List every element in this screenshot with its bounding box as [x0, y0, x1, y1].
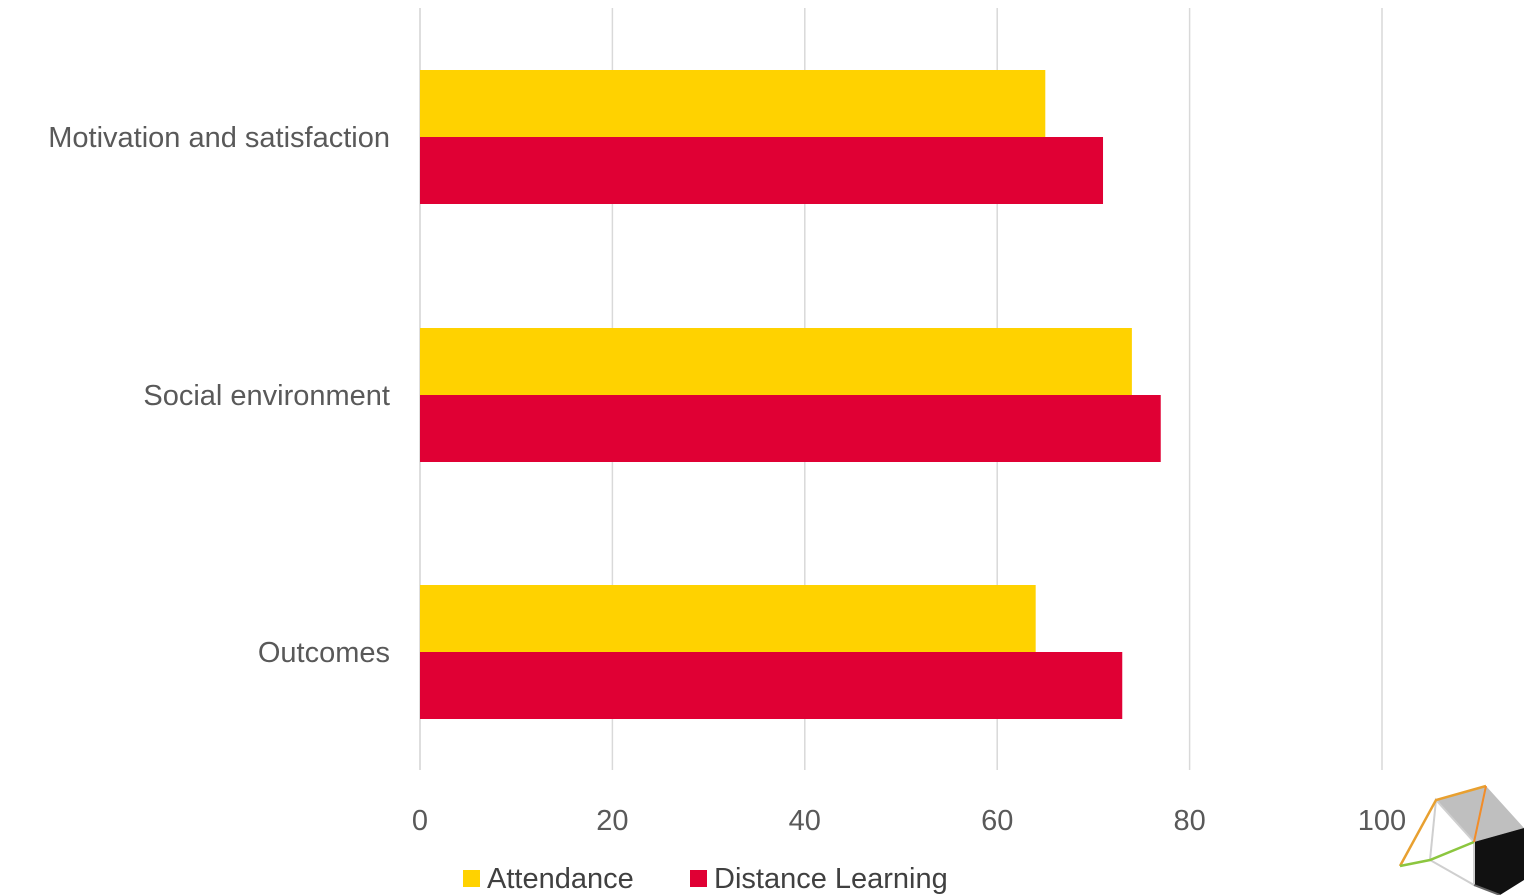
x-tick-label: 100 [1358, 805, 1406, 837]
category-label: Outcomes [258, 637, 390, 669]
x-tick-label: 20 [596, 805, 628, 837]
legend-label: Attendance [487, 863, 634, 895]
legend: Attendance Distance Learning [463, 863, 948, 895]
category-label: Social environment [143, 380, 390, 412]
x-tick-labels: 0 20 40 60 80 100 [412, 805, 1406, 837]
bar-attendance-2 [420, 585, 1036, 652]
bars [420, 70, 1161, 719]
bar-distance-learning-2 [420, 652, 1123, 719]
legend-swatch-1 [690, 870, 707, 887]
category-labels: Motivation and satisfaction Social enviro… [48, 122, 390, 669]
x-tick-label: 40 [789, 805, 821, 837]
bar-distance-learning-0 [420, 137, 1104, 204]
category-label: Motivation and satisfaction [48, 122, 390, 154]
cube-logo-icon [1398, 784, 1524, 895]
x-tick-label: 60 [981, 805, 1013, 837]
bar-attendance-1 [420, 328, 1132, 395]
bar-distance-learning-1 [420, 395, 1161, 462]
bar-attendance-0 [420, 70, 1046, 137]
x-tick-label: 80 [1173, 805, 1205, 837]
legend-swatch-0 [463, 870, 480, 887]
legend-label: Distance Learning [714, 863, 948, 895]
x-tick-label: 0 [412, 805, 428, 837]
